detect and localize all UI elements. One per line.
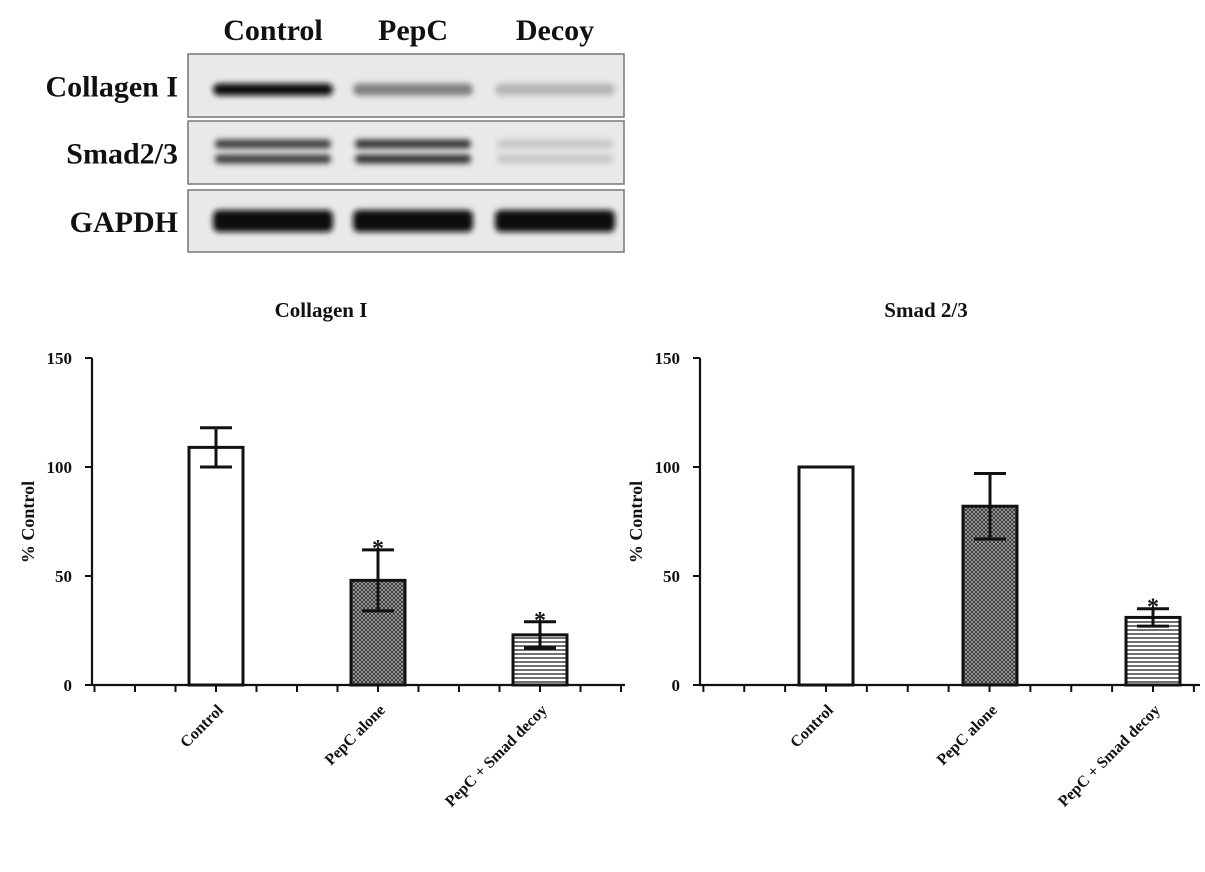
- chart-title: Collagen I: [275, 298, 368, 322]
- blot-band: [355, 139, 471, 149]
- blot-band: [213, 83, 333, 96]
- y-tick-label: 150: [47, 349, 73, 368]
- blot-band: [495, 210, 615, 232]
- y-tick-label: 50: [55, 567, 72, 586]
- blot-strip: [187, 120, 625, 185]
- x-category-label: PepC alone: [934, 702, 1001, 769]
- bar-pepc-smad-decoy: [1124, 615, 1182, 687]
- x-category-label: PepC + Smad decoy: [1055, 702, 1164, 811]
- blot-band: [497, 154, 613, 164]
- blot-band: [497, 139, 613, 149]
- y-tick-label: 50: [663, 567, 680, 586]
- x-category-label: Control: [177, 701, 227, 751]
- bar-control: [797, 465, 855, 687]
- y-tick-label: 100: [655, 458, 681, 477]
- blot-row-label: Smad2/3: [66, 138, 178, 171]
- x-category-label: PepC alone: [322, 702, 389, 769]
- y-tick-label: 100: [47, 458, 73, 477]
- bar-control: [187, 445, 245, 687]
- blot-band: [213, 210, 333, 232]
- blot-band: [215, 154, 331, 164]
- blot-row: GAPDH: [70, 189, 625, 253]
- chart-title: Smad 2/3: [884, 298, 967, 322]
- collagen-i-bar-chart: Collagen I % Control 0 50 100 150 Control * Pe…: [18, 298, 625, 810]
- x-category-label: PepC + Smad decoy: [442, 702, 551, 811]
- y-axis-label: % Control: [626, 481, 646, 563]
- significance-marker: *: [534, 608, 546, 634]
- error-bar: [200, 426, 232, 469]
- blot-band: [215, 139, 331, 149]
- y-tick-label: 150: [655, 349, 681, 368]
- error-bar: [524, 620, 556, 650]
- western-blot: Control PepC Decoy Collagen I Smad2/3 GAPDH: [45, 14, 625, 253]
- lane-header-control: Control: [223, 14, 322, 47]
- significance-marker: *: [372, 536, 384, 562]
- blot-band: [495, 83, 615, 96]
- x-category-label: Control: [787, 701, 837, 751]
- blot-row: Smad2/3: [66, 120, 625, 185]
- blot-row: Collagen I: [45, 53, 625, 118]
- blot-rows: Collagen I Smad2/3 GAPDH: [45, 53, 625, 253]
- smad-2-3-bar-chart: Smad 2/3 % Control 0 50 100 150 Control PepC …: [626, 298, 1200, 810]
- lane-header-pepc: PepC: [378, 14, 448, 47]
- error-bar: [1137, 607, 1169, 628]
- blot-row-label: Collagen I: [45, 71, 178, 104]
- lane-header-decoy: Decoy: [516, 14, 594, 47]
- y-tick-label: 0: [672, 676, 681, 695]
- blot-row-label: GAPDH: [70, 206, 178, 239]
- blot-band: [353, 210, 473, 232]
- significance-marker: *: [1147, 595, 1159, 621]
- error-bar: [974, 472, 1006, 541]
- error-bar: [362, 548, 394, 613]
- y-tick-label: 0: [64, 676, 73, 695]
- blot-band: [353, 83, 473, 96]
- blot-band: [355, 154, 471, 164]
- y-axis-label: % Control: [18, 481, 38, 563]
- blot-lane-headers: Control PepC Decoy: [223, 14, 594, 47]
